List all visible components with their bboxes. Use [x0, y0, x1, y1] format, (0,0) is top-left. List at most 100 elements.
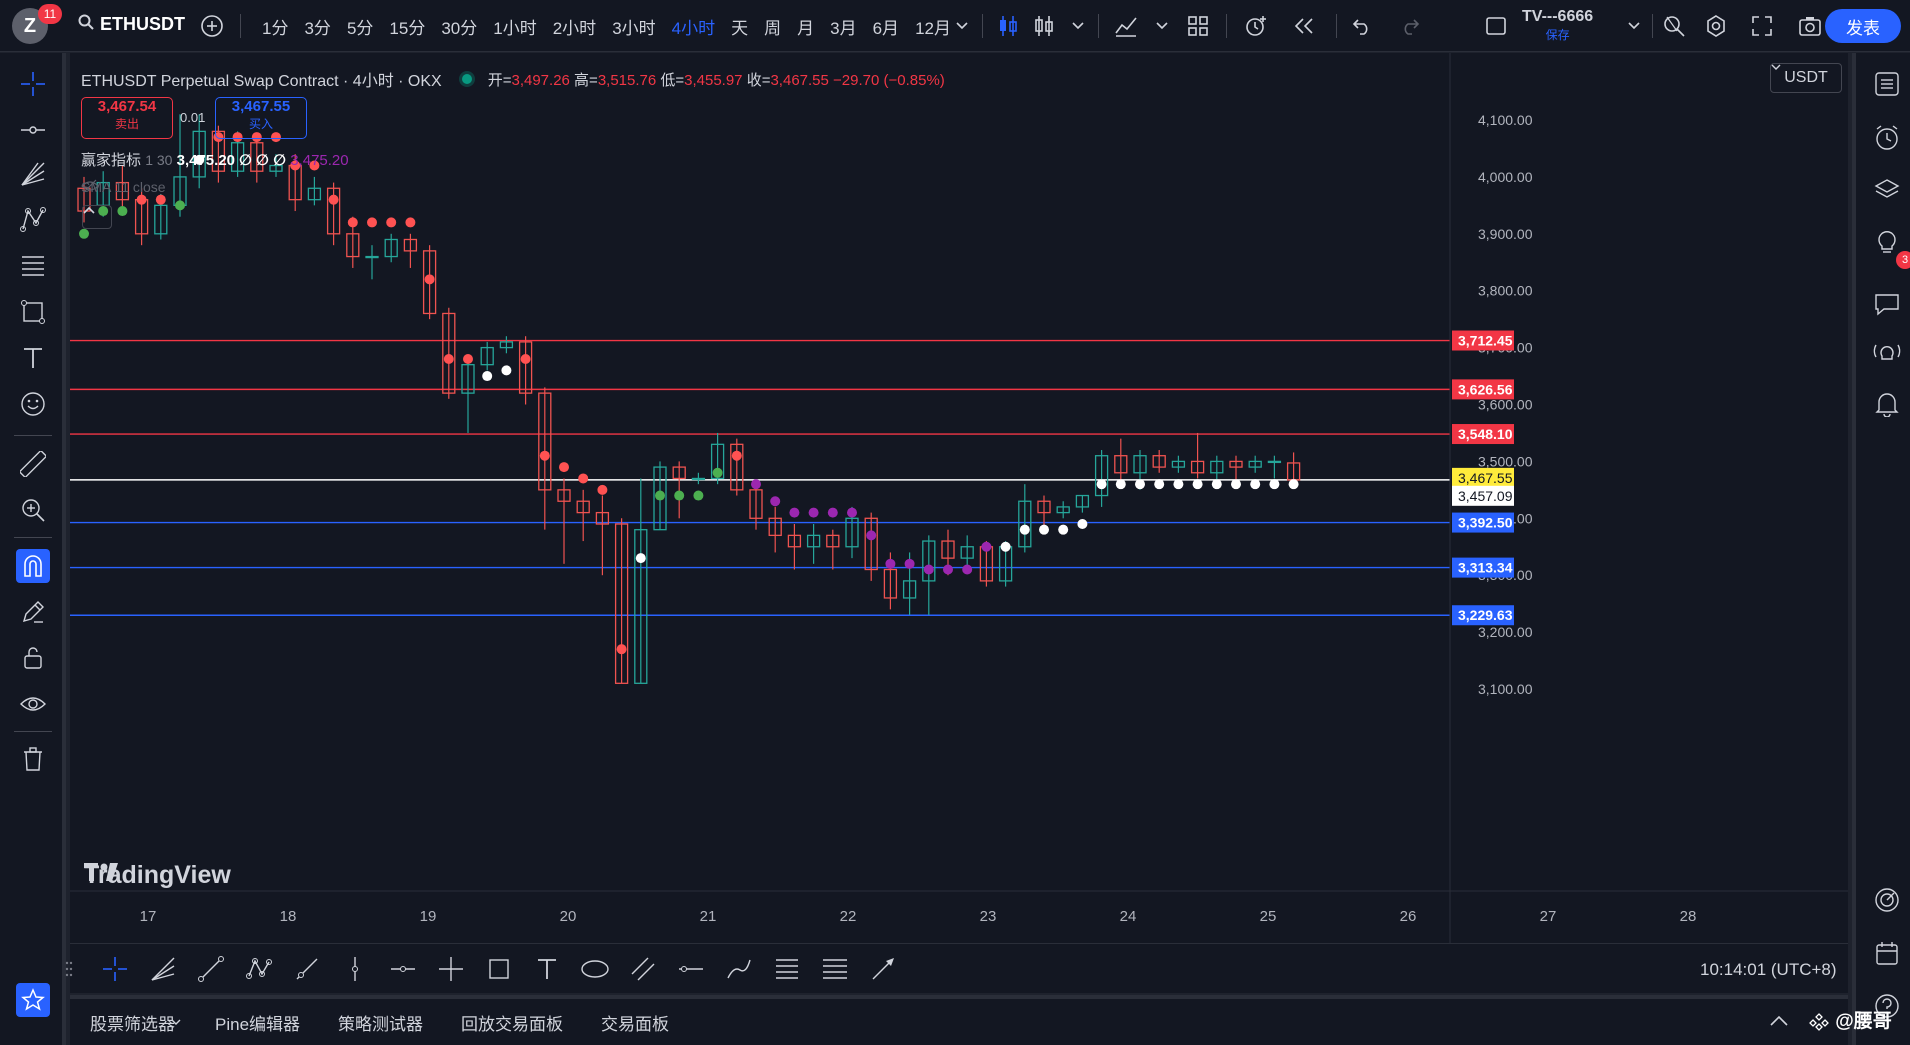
- currency-selector[interactable]: USDT: [1770, 63, 1842, 93]
- rectangle-icon[interactable]: [16, 295, 50, 329]
- price-chart[interactable]: 3,100.003,200.003,300.003,400.003,500.00…: [70, 53, 1848, 943]
- collapse-legend-button[interactable]: [82, 205, 112, 229]
- chart-legend: ETHUSDT Perpetual Swap Contract · 4小时 · …: [81, 67, 945, 91]
- tab-replay-trading[interactable]: 回放交易面板: [461, 1014, 564, 1034]
- interval-1h[interactable]: 1小时: [493, 19, 537, 38]
- interval-3mo[interactable]: 3月: [830, 19, 857, 38]
- interval-1w[interactable]: 周: [764, 19, 782, 38]
- alert-clock-icon[interactable]: [1242, 12, 1270, 40]
- ray-icon[interactable]: [292, 954, 322, 984]
- interval-30m[interactable]: 30分: [441, 19, 478, 38]
- bar-chart-type-icon[interactable]: [1030, 12, 1058, 40]
- indicator-legend-winner[interactable]: 赢家指标 1 30 3,475.20 ∅ ∅ ∅ 3,475.20: [81, 152, 349, 169]
- chart-pane[interactable]: 3,100.003,200.003,300.003,400.003,500.00…: [70, 53, 1848, 943]
- fullscreen-icon[interactable]: [1748, 12, 1776, 40]
- publish-button[interactable]: 发表: [1825, 9, 1901, 43]
- rectangle-icon[interactable]: [484, 954, 514, 984]
- pattern-icon[interactable]: [244, 954, 274, 984]
- interval-3m[interactable]: 3分: [304, 19, 331, 38]
- ruler-icon[interactable]: [16, 447, 50, 481]
- arrow-icon[interactable]: [868, 954, 898, 984]
- ellipse-icon[interactable]: [580, 954, 610, 984]
- chevron-down-icon[interactable]: [948, 12, 976, 40]
- crosshair-icon[interactable]: [16, 67, 50, 101]
- indicators-icon[interactable]: [1112, 12, 1140, 40]
- watchlist-icon[interactable]: [1870, 67, 1904, 101]
- trash-icon[interactable]: [16, 743, 50, 777]
- text-icon[interactable]: [532, 954, 562, 984]
- favorites-star-icon[interactable]: [16, 983, 50, 1017]
- layout-icon[interactable]: [1482, 12, 1510, 40]
- magnet-icon[interactable]: [16, 549, 50, 583]
- redo-icon[interactable]: [1396, 12, 1424, 40]
- quick-search-icon[interactable]: [1660, 12, 1688, 40]
- symbol-search-button[interactable]: ETHUSDT: [78, 14, 185, 35]
- replay-icon[interactable]: [1290, 12, 1318, 40]
- calendar-icon[interactable]: [1870, 937, 1904, 971]
- fib-retracement-icon[interactable]: [772, 954, 802, 984]
- interval-2h[interactable]: 2小时: [552, 19, 597, 38]
- chevron-down-icon[interactable]: [1064, 12, 1092, 40]
- vertical-line-icon[interactable]: [340, 954, 370, 984]
- tab-stock-screener[interactable]: 股票筛选器: [90, 1014, 175, 1034]
- interval-6mo[interactable]: 6月: [872, 19, 900, 38]
- ideas-lightbulb-icon[interactable]: [1870, 225, 1904, 259]
- fib-fan-icon[interactable]: [148, 954, 178, 984]
- buy-button[interactable]: 3,467.55 买入: [215, 97, 307, 139]
- interval-15m[interactable]: 15分: [389, 19, 426, 38]
- interval-1mo[interactable]: 月: [797, 19, 815, 38]
- candle-body-31: [672, 466, 686, 480]
- price-tick-5: 3,600.00: [1478, 397, 1533, 413]
- text-icon[interactable]: [16, 341, 50, 375]
- chart-clock[interactable]: 10:14:01 (UTC+8): [1700, 960, 1837, 979]
- interval-4h[interactable]: 4小时: [671, 19, 716, 38]
- add-symbol-icon[interactable]: [198, 12, 226, 40]
- interval-1m[interactable]: 1分: [262, 19, 289, 38]
- tab-trading-panel[interactable]: 交易面板: [601, 1014, 670, 1034]
- help-icon[interactable]: [1870, 989, 1904, 1023]
- lock-icon[interactable]: [16, 641, 50, 675]
- indicator-dot-9: [251, 132, 262, 143]
- horizontal-line-icon[interactable]: [388, 954, 418, 984]
- horizontal-ray-icon[interactable]: [16, 113, 50, 147]
- fib-retracement-icon[interactable]: [16, 249, 50, 283]
- tab-strategy-tester[interactable]: 策略测试器: [338, 1014, 424, 1034]
- indicator-legend-sma[interactable]: SMA 11 close: [81, 179, 166, 195]
- layers-icon[interactable]: [1870, 173, 1904, 207]
- emoji-icon[interactable]: [16, 387, 50, 421]
- trend-line-icon[interactable]: [196, 954, 226, 984]
- chevron-down-icon[interactable]: [1148, 12, 1176, 40]
- layout-grid-icon[interactable]: [1184, 12, 1212, 40]
- camera-snapshot-icon[interactable]: [1796, 12, 1824, 40]
- chevron-down-icon[interactable]: [171, 1019, 181, 1025]
- streams-icon[interactable]: [1870, 335, 1904, 369]
- undo-icon[interactable]: [1348, 12, 1376, 40]
- crosshair-icon[interactable]: [100, 954, 130, 984]
- candles-chart-type-icon[interactable]: [994, 12, 1022, 40]
- price-line-icon[interactable]: [676, 954, 706, 984]
- brush-icon[interactable]: [724, 954, 754, 984]
- pattern-icon[interactable]: [16, 203, 50, 237]
- layout-name-button[interactable]: TV---6666 保存: [1522, 8, 1593, 43]
- interval-3h[interactable]: 3小时: [612, 19, 656, 38]
- interval-1d[interactable]: 天: [731, 19, 749, 38]
- sell-button[interactable]: 3,467.54 卖出: [81, 97, 173, 139]
- drag-handle-icon[interactable]: [62, 954, 76, 984]
- cross-line-icon[interactable]: [436, 954, 466, 984]
- interval-12mo[interactable]: 12月: [915, 19, 951, 38]
- parallel-channel-icon[interactable]: [628, 954, 658, 984]
- alerts-clock-icon[interactable]: [1870, 121, 1904, 155]
- chat-icon[interactable]: [1870, 287, 1904, 321]
- chevron-down-icon[interactable]: [1620, 12, 1648, 40]
- settings-gear-icon[interactable]: [1702, 12, 1730, 40]
- tab-pine-editor[interactable]: Pine编辑器: [215, 1014, 301, 1034]
- fib-fan-icon[interactable]: [16, 157, 50, 191]
- zoom-in-icon[interactable]: [16, 493, 50, 527]
- interval-5m[interactable]: 5分: [346, 19, 374, 38]
- notifications-bell-icon[interactable]: [1870, 387, 1904, 421]
- eye-icon[interactable]: [16, 687, 50, 721]
- gann-box-icon[interactable]: [820, 954, 850, 984]
- chevron-up-icon[interactable]: [1770, 1015, 1788, 1027]
- draw-mode-icon[interactable]: [16, 595, 50, 629]
- dom-target-icon[interactable]: [1870, 883, 1904, 917]
